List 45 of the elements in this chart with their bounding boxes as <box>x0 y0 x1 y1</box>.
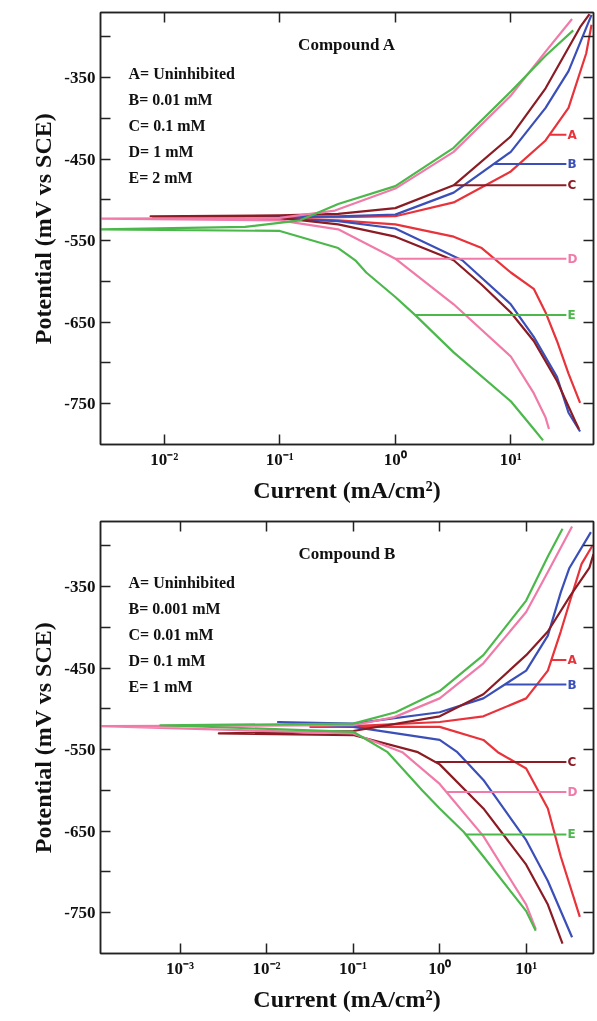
x-tick-label: 10⁰ <box>383 449 407 469</box>
annotation: C= 0.01 mM <box>128 625 214 643</box>
text: Compound B <box>298 543 396 563</box>
annotation: C <box>567 178 577 193</box>
annotation: E <box>567 827 576 842</box>
annotation: C= 0.1 mM <box>128 116 206 134</box>
annotation: B <box>567 157 577 172</box>
x-tick-label: 10⁻² <box>252 958 281 978</box>
x-tick-label: 10¹ <box>499 449 522 469</box>
x-tick-label: 10⁻¹ <box>339 958 368 978</box>
annotation: B= 0.01 mM <box>128 90 213 108</box>
x-axis-title: Current (mA/cm²) <box>253 985 441 1012</box>
y-tick-label: -550 <box>64 740 96 760</box>
annotation: E= 1 mM <box>128 677 193 695</box>
y-tick-label: -650 <box>64 821 96 841</box>
x-tick-label: 10⁰ <box>428 958 452 978</box>
y-tick-label: -750 <box>64 903 96 923</box>
y-tick-label: -350 <box>64 577 96 597</box>
annotation: A= Uninhibited <box>128 64 236 82</box>
annotation: B <box>567 677 577 692</box>
x-tick-label: 10⁻² <box>150 449 179 469</box>
annotation: A= Uninhibited <box>128 573 236 591</box>
y-tick-label: -750 <box>64 394 96 414</box>
y-axis-title: Potential (mV vs SCE) <box>30 113 57 345</box>
text: Compound A <box>298 34 396 54</box>
y-axis-title: Potential (mV vs SCE) <box>30 622 57 854</box>
y-tick-label: -450 <box>64 149 96 169</box>
x-tick-label: 10⁻¹ <box>265 449 294 469</box>
x-tick-label: 10¹ <box>515 958 538 978</box>
annotation: C <box>567 754 577 769</box>
y-tick-label: -450 <box>64 658 96 678</box>
annotation: E <box>567 307 576 322</box>
annotation: E= 2 mM <box>128 168 193 186</box>
annotation: D= 0.1 mM <box>128 651 206 669</box>
annotation: D <box>567 251 578 266</box>
x-axis-title: Current (mA/cm²) <box>253 476 441 503</box>
x-tick-label: 10⁻³ <box>166 958 195 978</box>
annotation: D= 1 mM <box>128 142 194 160</box>
y-tick-label: -650 <box>64 312 96 332</box>
annotation: D <box>567 785 578 800</box>
annotation: A <box>567 127 578 142</box>
annotation: B= 0.001 mM <box>128 599 221 617</box>
y-tick-label: -550 <box>64 231 96 251</box>
annotation: A <box>567 653 578 668</box>
y-tick-label: -350 <box>64 68 96 88</box>
